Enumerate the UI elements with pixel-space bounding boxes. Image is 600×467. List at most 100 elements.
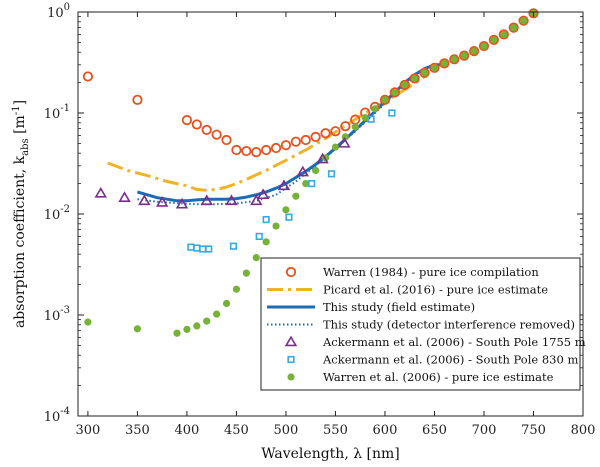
series-0-point xyxy=(181,115,193,126)
legend: Warren (1984) - pure ice compilation Pica… xyxy=(260,257,586,391)
legend-entry-label: This study (field estimate) xyxy=(323,300,475,314)
x-tick-label: 600 xyxy=(373,423,398,438)
x-tick-label: 800 xyxy=(571,423,596,438)
series-6-point xyxy=(183,325,191,334)
x-tick-label: 550 xyxy=(323,423,348,438)
series-4 xyxy=(94,136,351,209)
series-6-point xyxy=(391,88,399,96)
series-0-point xyxy=(201,124,212,136)
series-0-point xyxy=(429,62,440,73)
x-axis-label: Wavelength, λ [nm] xyxy=(261,446,400,462)
series-5-point xyxy=(262,216,270,224)
y-tick-label: 10-4 xyxy=(44,406,70,425)
series-4-point xyxy=(256,188,270,200)
y-axis-label-main: absorption coefficient, k xyxy=(12,155,28,328)
series-0-point xyxy=(379,94,391,105)
x-tick-label: 300 xyxy=(75,423,100,438)
series-0-point xyxy=(498,29,509,40)
series-0-point xyxy=(290,136,301,147)
series-4-point xyxy=(296,165,309,177)
series-0-point xyxy=(310,131,321,142)
series-0-point xyxy=(132,94,143,105)
series-0-point xyxy=(399,79,410,90)
legend-swatch xyxy=(284,335,298,347)
series-0-point xyxy=(221,134,232,146)
series-0-point xyxy=(488,34,499,45)
series-layer xyxy=(82,8,539,337)
series-6-point xyxy=(232,285,241,293)
series-5-point xyxy=(255,232,263,241)
tick-layer: 300 350 400 450 500 550 600 650 700 750 800 10-4 10-… xyxy=(44,2,596,438)
series-0-point xyxy=(330,126,341,137)
y-tick-label: 10-3 xyxy=(44,305,70,324)
series-0-point xyxy=(270,142,282,154)
y-axis-label-unit: [m xyxy=(12,115,28,138)
series-0-point xyxy=(439,58,450,69)
series-0-point xyxy=(82,71,94,82)
series-6-point xyxy=(272,222,280,230)
series-5 xyxy=(187,109,396,253)
series-6-point xyxy=(371,105,379,113)
series-0-point xyxy=(340,121,351,132)
series-4-point xyxy=(225,194,238,206)
series-4-point xyxy=(94,186,107,198)
series-4-point xyxy=(138,194,151,206)
series-4-point xyxy=(250,194,263,206)
series-0-point xyxy=(300,134,311,146)
series-0-point xyxy=(468,46,480,57)
series-4-point xyxy=(338,136,351,148)
legend-entry-label: Warren et al. (2006) - pure ice estimate xyxy=(323,370,554,384)
series-0-point xyxy=(280,140,292,151)
series-6-point xyxy=(222,299,231,308)
series-0-point xyxy=(261,144,272,156)
series-4-point xyxy=(200,194,213,206)
series-4-point xyxy=(118,191,131,202)
series-6-point xyxy=(411,74,419,83)
x-tick-label: 750 xyxy=(521,423,546,438)
legend-entry-label: This study (detector interference remove… xyxy=(323,318,575,332)
series-6-point xyxy=(282,206,290,214)
y-axis-label-close: ] xyxy=(12,100,28,105)
series-6-point xyxy=(430,64,439,72)
legend-swatch xyxy=(285,266,297,278)
series-0-point xyxy=(478,40,490,52)
series-6-point xyxy=(401,81,409,89)
x-tick-label: 700 xyxy=(472,423,497,438)
series-0-point xyxy=(241,145,252,157)
series-6-point xyxy=(480,42,488,50)
series-0-point xyxy=(508,22,519,33)
legend-box xyxy=(260,257,581,391)
series-6-point xyxy=(133,325,142,333)
series-0-point xyxy=(409,73,420,84)
series-6-point xyxy=(440,59,448,67)
series-6-point xyxy=(84,318,92,326)
series-6 xyxy=(84,9,538,337)
series-6-point xyxy=(203,317,211,325)
series-0-point xyxy=(528,8,539,19)
series-0-point xyxy=(449,54,460,65)
series-0-point xyxy=(459,50,470,61)
series-6-point xyxy=(470,47,478,55)
series-6-point xyxy=(351,123,359,131)
series-6-point xyxy=(450,55,458,63)
x-tick-label: 650 xyxy=(422,423,447,438)
legend-entry-label: Ackermann et al. (2006) - South Pole 830… xyxy=(322,353,578,367)
x-tick-label: 400 xyxy=(175,423,200,438)
x-tick-label: 450 xyxy=(224,423,249,438)
legend-entry-label: Ackermann et al. (2006) - South Pole 175… xyxy=(322,335,586,349)
x-tick-label: 500 xyxy=(274,423,299,438)
legend-swatch xyxy=(287,355,295,364)
series-6-point xyxy=(173,329,181,337)
series-6-point xyxy=(193,322,201,330)
series-5-point xyxy=(205,245,213,253)
series-0-point xyxy=(251,147,262,158)
series-6-point xyxy=(331,143,340,151)
series-4-point xyxy=(155,196,169,207)
series-6-point xyxy=(490,36,498,44)
series-4-point xyxy=(175,197,189,209)
y-axis-label-subscript: abs xyxy=(20,138,31,156)
y-axis-label-unit-superscript: -1 xyxy=(11,105,22,115)
x-tick-label: 350 xyxy=(125,423,150,438)
